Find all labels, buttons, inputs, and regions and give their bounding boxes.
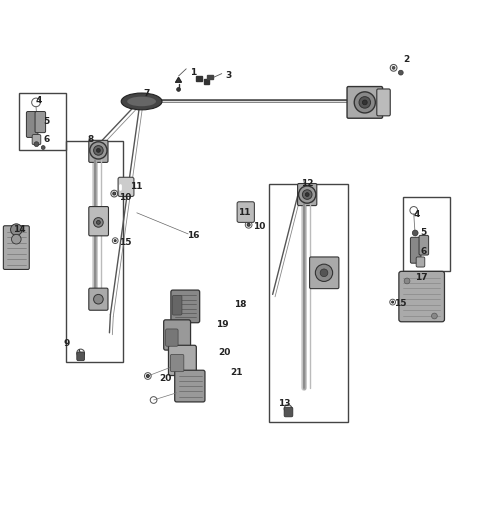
Circle shape [96, 148, 100, 153]
Circle shape [315, 264, 333, 282]
Circle shape [392, 67, 395, 69]
Circle shape [432, 313, 437, 319]
FancyBboxPatch shape [377, 89, 390, 116]
Text: 21: 21 [230, 368, 243, 377]
Text: 15: 15 [119, 238, 132, 247]
FancyBboxPatch shape [284, 407, 293, 417]
Circle shape [247, 223, 250, 226]
FancyBboxPatch shape [168, 345, 196, 375]
Text: 12: 12 [301, 179, 314, 187]
Circle shape [94, 145, 103, 155]
Text: 11: 11 [238, 208, 250, 217]
Ellipse shape [121, 93, 162, 110]
Circle shape [320, 269, 328, 276]
FancyBboxPatch shape [35, 112, 46, 133]
FancyBboxPatch shape [170, 354, 184, 372]
Text: 5: 5 [420, 228, 427, 238]
Circle shape [177, 88, 180, 91]
Circle shape [354, 92, 375, 113]
FancyBboxPatch shape [89, 206, 108, 236]
Circle shape [41, 145, 45, 150]
FancyBboxPatch shape [164, 320, 191, 350]
Polygon shape [204, 79, 209, 84]
FancyBboxPatch shape [118, 177, 134, 197]
FancyBboxPatch shape [419, 236, 429, 255]
FancyBboxPatch shape [410, 237, 421, 263]
Circle shape [146, 375, 149, 377]
FancyBboxPatch shape [298, 183, 317, 206]
FancyBboxPatch shape [26, 112, 38, 137]
Text: 2: 2 [403, 55, 409, 63]
Polygon shape [196, 76, 202, 81]
FancyBboxPatch shape [347, 87, 383, 118]
FancyBboxPatch shape [416, 257, 425, 267]
Circle shape [96, 221, 100, 224]
Text: 14: 14 [13, 225, 26, 234]
FancyBboxPatch shape [310, 257, 339, 289]
Text: 4: 4 [36, 96, 42, 105]
Circle shape [398, 70, 403, 75]
Text: 7: 7 [143, 89, 149, 98]
Bar [403, 197, 450, 271]
Text: 6: 6 [43, 135, 49, 144]
Text: 3: 3 [226, 71, 232, 79]
Text: 20: 20 [159, 374, 172, 383]
Circle shape [302, 190, 312, 199]
Text: 19: 19 [216, 319, 228, 329]
Text: 18: 18 [234, 301, 247, 309]
Bar [19, 93, 66, 151]
Text: 17: 17 [415, 273, 428, 282]
FancyBboxPatch shape [89, 140, 108, 162]
Circle shape [34, 142, 39, 146]
Circle shape [12, 234, 21, 244]
Circle shape [404, 278, 410, 284]
Bar [66, 141, 123, 361]
Circle shape [11, 224, 22, 236]
Circle shape [113, 192, 116, 195]
Bar [269, 184, 348, 421]
Text: 13: 13 [278, 399, 291, 409]
Circle shape [412, 230, 418, 236]
Circle shape [94, 294, 103, 304]
Text: 9: 9 [63, 339, 70, 348]
Polygon shape [176, 77, 181, 82]
Text: 1: 1 [190, 68, 196, 77]
Text: 5: 5 [43, 117, 49, 126]
FancyBboxPatch shape [399, 271, 444, 322]
FancyBboxPatch shape [166, 329, 178, 346]
Ellipse shape [127, 97, 156, 106]
Text: 11: 11 [130, 182, 142, 191]
FancyBboxPatch shape [175, 370, 205, 402]
FancyBboxPatch shape [32, 135, 41, 144]
FancyBboxPatch shape [77, 352, 84, 360]
FancyBboxPatch shape [89, 288, 108, 310]
Circle shape [299, 186, 316, 203]
Circle shape [392, 301, 394, 303]
Circle shape [359, 97, 371, 108]
Circle shape [90, 142, 107, 159]
Polygon shape [207, 75, 213, 79]
Circle shape [362, 100, 367, 105]
Text: 20: 20 [218, 349, 231, 357]
FancyBboxPatch shape [171, 290, 200, 323]
Text: 16: 16 [187, 231, 200, 240]
FancyBboxPatch shape [172, 295, 182, 315]
FancyBboxPatch shape [237, 202, 254, 222]
Text: 4: 4 [414, 210, 420, 219]
Text: 6: 6 [420, 247, 427, 255]
Circle shape [94, 218, 103, 227]
Text: 10: 10 [119, 193, 132, 202]
FancyBboxPatch shape [3, 226, 29, 269]
Circle shape [114, 240, 116, 242]
Text: 8: 8 [87, 135, 94, 144]
Circle shape [305, 193, 309, 197]
Text: 10: 10 [253, 222, 266, 231]
Text: 15: 15 [394, 300, 406, 309]
